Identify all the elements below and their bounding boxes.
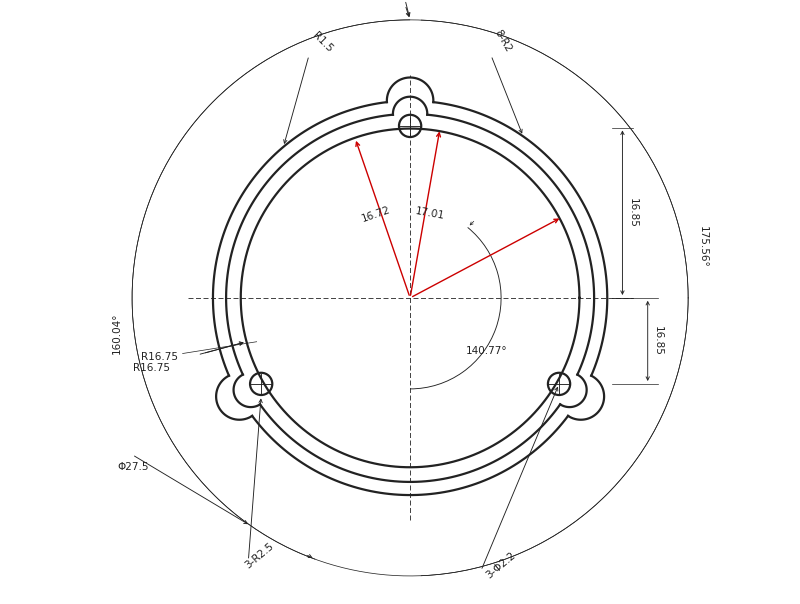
Text: 8-R2: 8-R2 xyxy=(493,28,514,54)
Text: R16.75: R16.75 xyxy=(141,352,178,362)
Text: 16.85: 16.85 xyxy=(653,326,662,356)
Text: 16.85: 16.85 xyxy=(627,198,638,228)
Text: R1.5: R1.5 xyxy=(311,30,335,54)
Text: Φ27.5: Φ27.5 xyxy=(117,462,149,472)
Text: R16.75: R16.75 xyxy=(133,363,170,373)
Text: 3-R2.5: 3-R2.5 xyxy=(243,541,276,571)
Text: 17.01: 17.01 xyxy=(414,206,446,220)
Text: 160.04°: 160.04° xyxy=(112,312,122,354)
Text: 140.77°: 140.77° xyxy=(466,345,507,356)
Text: 3-Φ2.2: 3-Φ2.2 xyxy=(484,551,518,581)
Text: 16.72: 16.72 xyxy=(361,205,392,224)
Text: 175.56°: 175.56° xyxy=(698,226,708,268)
